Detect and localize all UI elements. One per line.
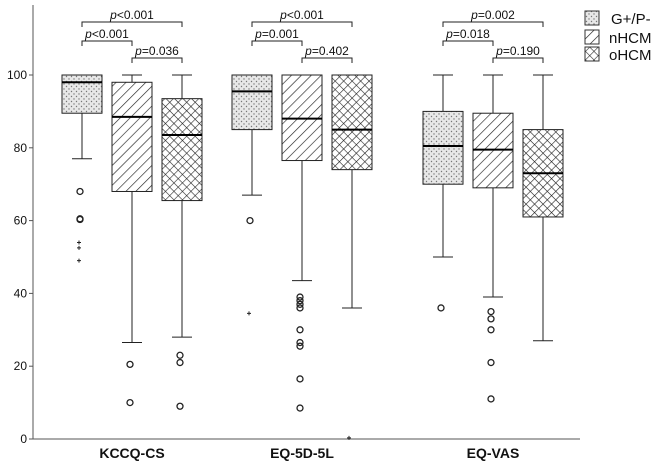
outlier-point	[176, 402, 184, 410]
significance-bracket: p<0.001	[81, 27, 133, 46]
p-value-label: p<0.001	[84, 27, 129, 41]
extreme-point	[77, 258, 81, 263]
legend-label-gp: G+/P-	[611, 11, 651, 28]
outlier-point	[487, 395, 495, 403]
legend-label-ohcm: oHCM	[609, 47, 652, 64]
significance-bracket: p=0.402	[301, 44, 353, 63]
box-eq-vas-3	[522, 74, 564, 342]
x-tick-label: EQ-5D-5L	[270, 445, 334, 461]
extreme-point	[347, 435, 351, 440]
y-tick-label: 80	[14, 141, 28, 155]
box-kccq-cs-2	[111, 74, 153, 407]
p-value-label: p=0.190	[495, 44, 540, 58]
outlier-point	[176, 358, 184, 367]
outlier-point	[296, 297, 304, 305]
box-iqr	[331, 74, 373, 171]
box-eq-5d-5l-2	[281, 74, 323, 412]
bracket-line	[251, 21, 353, 27]
outlier-point	[126, 398, 134, 407]
significance-bracket: p=0.190	[492, 44, 544, 63]
significance-bracket: p=0.036	[131, 44, 183, 63]
p-value-label: p<0.001	[279, 8, 324, 22]
outlier-point	[487, 358, 495, 367]
outlier-point	[487, 315, 495, 323]
y-tick-label: 40	[14, 286, 28, 300]
p-value-label: p=0.002	[470, 8, 515, 22]
bracket-line	[131, 57, 183, 63]
significance-brackets: p<0.001 p<0.001 p=0.036 p<0.001 p=0.001 p=0.4…	[81, 8, 544, 63]
significance-bracket: p=0.002	[442, 8, 544, 27]
box-kccq-cs-3	[161, 74, 203, 410]
outlier-point	[126, 360, 134, 369]
y-tick-label: 100	[7, 68, 27, 82]
x-tick-label: KCCQ-CS	[99, 445, 164, 461]
box-iqr	[422, 110, 464, 185]
legend-swatch-ohcm	[584, 46, 600, 62]
box-eq-vas-2	[472, 74, 514, 403]
outlier-point	[296, 375, 304, 383]
outlier-point	[176, 351, 184, 359]
box-eq-5d-5l-1	[231, 74, 273, 316]
outlier-point	[296, 304, 304, 312]
bracket-line	[81, 21, 183, 27]
extreme-point	[77, 240, 81, 245]
bracket-line	[492, 57, 544, 63]
p-value-label: p=0.018	[445, 27, 490, 41]
bracket-line	[442, 21, 544, 27]
outlier-point	[487, 307, 495, 316]
box-series	[61, 74, 564, 440]
y-tick-label: 60	[14, 214, 28, 228]
outlier-point	[296, 404, 304, 412]
legend-swatch-gp	[584, 10, 600, 26]
p-value-label: p<0.001	[109, 8, 154, 22]
p-value-label: p=0.036	[134, 44, 179, 58]
bracket-line	[442, 40, 494, 46]
box-iqr	[111, 81, 153, 192]
y-tick-label: 0	[20, 432, 27, 446]
significance-bracket: p=0.001	[251, 27, 303, 46]
extreme-point	[77, 245, 81, 250]
bracket-line	[301, 57, 353, 63]
significance-bracket: p=0.018	[442, 27, 494, 46]
outlier-point	[487, 326, 495, 334]
x-tick-label: EQ-VAS	[467, 445, 520, 461]
p-value-label: p=0.001	[254, 27, 299, 41]
box-iqr	[161, 98, 203, 202]
box-kccq-cs-1	[61, 74, 103, 263]
box-iqr	[231, 74, 273, 131]
axes: 0 20 40 60 80 100 KCCQ-CS EQ-5D-5L EQ-VAS	[7, 5, 580, 461]
outlier-point	[296, 326, 304, 334]
legend: G+/P- nHCM oHCM	[584, 10, 652, 64]
bracket-line	[81, 40, 133, 46]
significance-bracket: p<0.001	[81, 8, 183, 27]
box-iqr	[61, 74, 103, 114]
box-eq-5d-5l-3	[331, 74, 373, 440]
outlier-point	[76, 215, 84, 224]
y-tick-label: 20	[14, 359, 28, 373]
outlier-point	[296, 300, 304, 308]
extreme-point	[247, 311, 251, 316]
outlier-point	[296, 342, 304, 350]
legend-swatch-nhcm	[584, 29, 600, 45]
significance-bracket: p<0.001	[251, 8, 353, 27]
outlier-point	[296, 338, 304, 347]
box-eq-vas-1	[422, 74, 464, 312]
outlier-point	[76, 187, 84, 196]
outlier-point	[246, 216, 254, 225]
p-value-label: p=0.402	[304, 44, 349, 58]
bracket-line	[251, 40, 303, 46]
legend-label-nhcm: nHCM	[609, 30, 652, 47]
outlier-point	[437, 304, 445, 312]
outlier-point	[296, 293, 304, 301]
